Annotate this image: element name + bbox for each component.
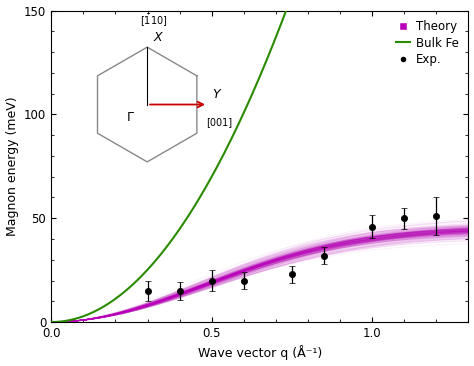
Legend: Theory, Bulk Fe, Exp.: Theory, Bulk Fe, Exp. <box>392 16 463 70</box>
Y-axis label: Magnon energy (meV): Magnon energy (meV) <box>6 97 18 236</box>
X-axis label: Wave vector q (Å⁻¹): Wave vector q (Å⁻¹) <box>198 346 322 361</box>
